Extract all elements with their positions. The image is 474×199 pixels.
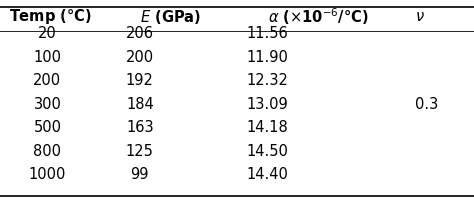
Text: 14.18: 14.18 (247, 120, 289, 135)
Text: 500: 500 (33, 120, 62, 135)
Text: 14.50: 14.50 (247, 144, 289, 159)
Text: 200: 200 (33, 73, 62, 88)
Text: $\nu$: $\nu$ (415, 9, 425, 24)
Text: 125: 125 (126, 144, 154, 159)
Text: 163: 163 (126, 120, 154, 135)
Text: 11.56: 11.56 (247, 26, 289, 41)
Text: 11.90: 11.90 (247, 50, 289, 65)
Text: 1000: 1000 (29, 167, 66, 182)
Text: 206: 206 (126, 26, 154, 41)
Text: 184: 184 (126, 97, 154, 112)
Text: 192: 192 (126, 73, 154, 88)
Text: 100: 100 (33, 50, 62, 65)
Text: 0.3: 0.3 (415, 97, 438, 112)
Text: 12.32: 12.32 (247, 73, 289, 88)
Text: 300: 300 (34, 97, 61, 112)
Text: $\mathbf{Temp\ (°C)}$: $\mathbf{Temp\ (°C)}$ (9, 7, 92, 26)
Text: 800: 800 (33, 144, 62, 159)
Text: $\mathit{E}$ $\mathbf{(GPa)}$: $\mathit{E}$ $\mathbf{(GPa)}$ (140, 8, 201, 26)
Text: 200: 200 (126, 50, 154, 65)
Text: 20: 20 (38, 26, 57, 41)
Text: $\alpha$ ($\times$10$^{-6}$/°C): $\alpha$ ($\times$10$^{-6}$/°C) (268, 7, 368, 27)
Text: 13.09: 13.09 (247, 97, 289, 112)
Text: 99: 99 (130, 167, 149, 182)
Text: 14.40: 14.40 (247, 167, 289, 182)
